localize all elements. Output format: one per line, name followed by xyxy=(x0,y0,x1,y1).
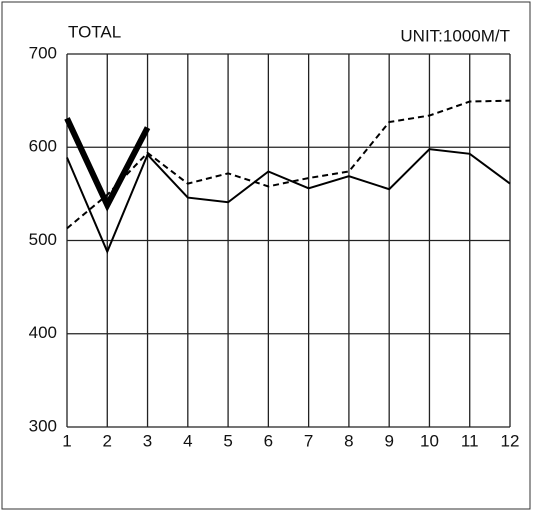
x-tick-label: 10 xyxy=(420,431,439,450)
y-tick-label: 600 xyxy=(29,137,57,156)
x-tick-label: 9 xyxy=(384,431,393,450)
x-tick-label: 3 xyxy=(143,431,152,450)
series-line xyxy=(66,148,511,255)
x-tick-label: 12 xyxy=(501,431,520,450)
x-tick-label: 4 xyxy=(183,431,192,450)
x-tick-label: 6 xyxy=(264,431,273,450)
y-tick-label: 300 xyxy=(29,416,57,435)
x-tick-label: 7 xyxy=(304,431,313,450)
x-tick-label: 5 xyxy=(223,431,232,450)
series-line xyxy=(64,117,151,212)
x-tick-label: 1 xyxy=(62,431,71,450)
frame xyxy=(1,1,531,510)
unit-label: UNIT:1000M/T xyxy=(400,26,510,45)
x-tick-label: 2 xyxy=(103,431,112,450)
x-tick-label: 8 xyxy=(344,431,353,450)
y-tick-label: 700 xyxy=(29,43,57,62)
series-line xyxy=(66,99,511,230)
y-tick-label: 400 xyxy=(29,323,57,342)
y-tick-label: 500 xyxy=(29,230,57,249)
x-tick-label: 11 xyxy=(461,431,479,450)
chart-title: TOTAL xyxy=(68,22,121,41)
